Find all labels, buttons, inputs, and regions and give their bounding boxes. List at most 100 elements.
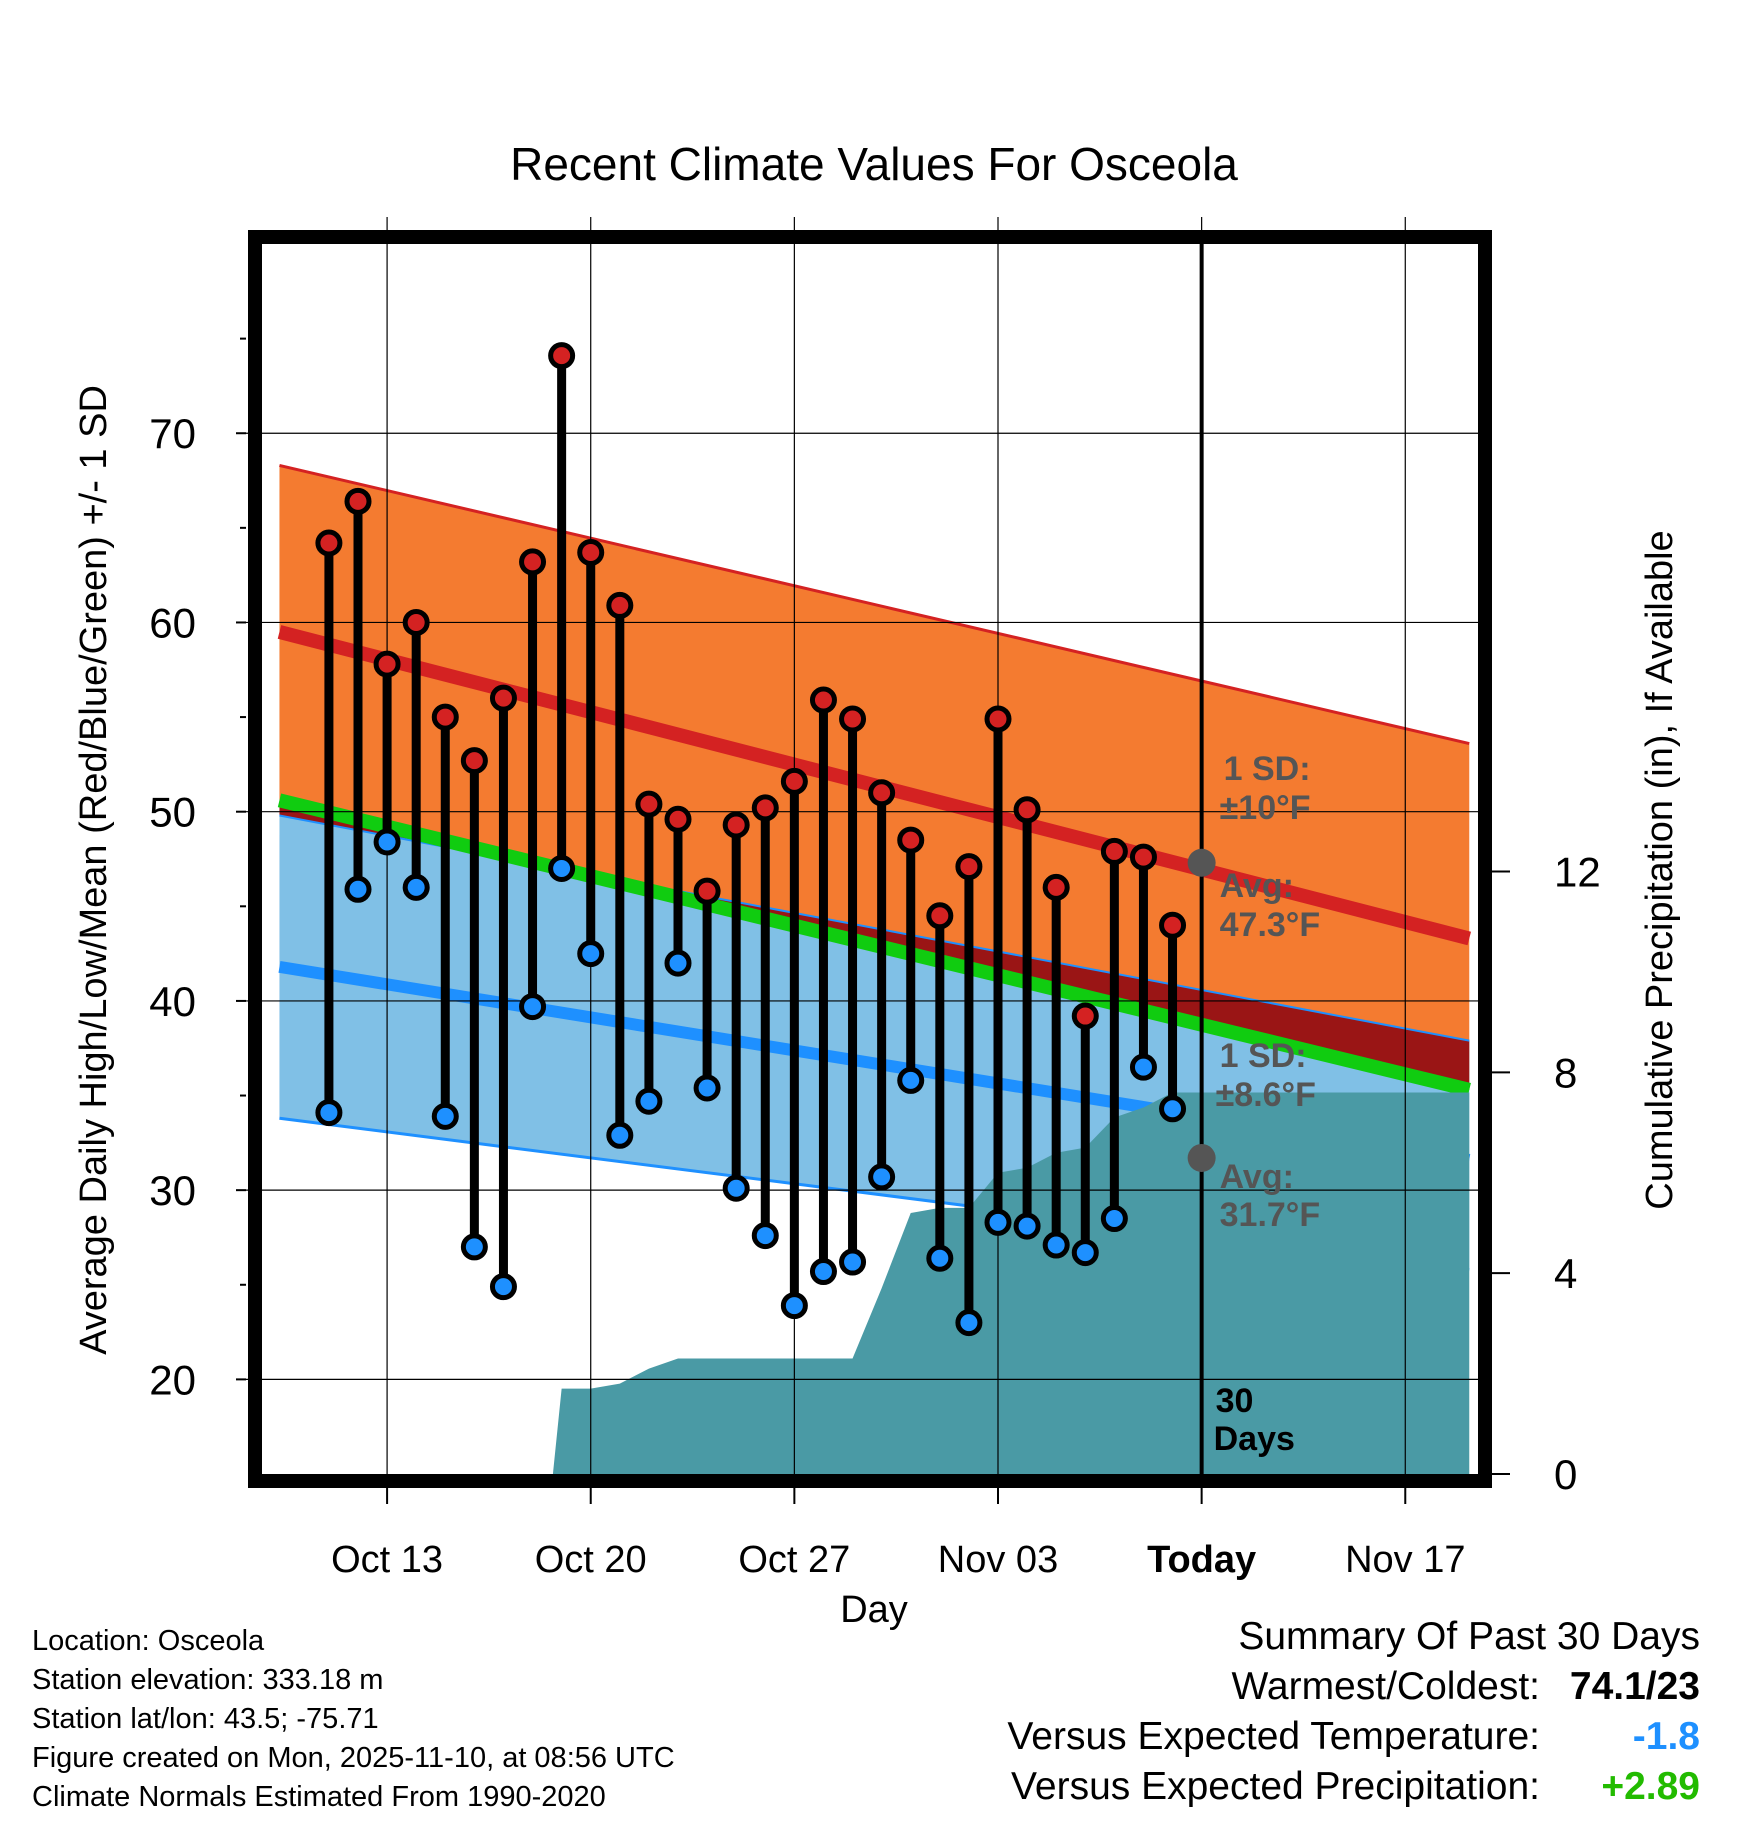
low-point	[839, 1248, 867, 1276]
low-point	[926, 1244, 954, 1272]
high-point	[1042, 873, 1070, 901]
high-point	[897, 826, 925, 854]
low-point	[1129, 1053, 1157, 1081]
low-sd-value: ±8.6°F	[1216, 1076, 1316, 1114]
low-point	[984, 1208, 1012, 1236]
low-point	[868, 1163, 896, 1191]
x-tick-label: Oct 20	[535, 1539, 647, 1581]
high-point	[722, 811, 750, 839]
low-point	[519, 993, 547, 1021]
low-point	[344, 875, 372, 903]
y2-axis-label: Cumulative Precipitation (in), If Availa…	[1639, 530, 1681, 1209]
high-point	[1159, 911, 1187, 939]
low-avg-value: 31.7°F	[1220, 1196, 1321, 1234]
high-point	[431, 703, 459, 731]
low-point	[722, 1174, 750, 1202]
plot-frame	[248, 230, 1492, 1488]
high-point	[868, 779, 896, 807]
y-tick-label: 30	[149, 1167, 196, 1214]
high-point	[984, 705, 1012, 733]
days-label-word: Days	[1214, 1420, 1295, 1458]
days-label-number: 30	[1216, 1382, 1254, 1420]
y-tick-label: 70	[149, 410, 196, 457]
high-point	[839, 705, 867, 733]
chart-title: Recent Climate Values For Osceola	[510, 138, 1238, 190]
x-axis-label: Day	[840, 1589, 908, 1631]
low-point	[955, 1309, 983, 1337]
high-point	[1100, 837, 1128, 865]
high-point	[315, 529, 343, 557]
location-text: Location: Osceola	[32, 1625, 265, 1657]
y2-tick-label: 12	[1554, 849, 1601, 896]
low-point	[606, 1121, 634, 1149]
low-point	[635, 1087, 663, 1115]
low-point	[1013, 1212, 1041, 1240]
high-point	[460, 747, 488, 775]
latlon-text: Station lat/lon: 43.5; -75.71	[32, 1703, 379, 1735]
x-tick-label: Oct 27	[738, 1539, 850, 1581]
high-point	[402, 608, 430, 636]
low-avg-marker	[1187, 1143, 1216, 1172]
low-point	[751, 1222, 779, 1250]
low-point	[489, 1273, 517, 1301]
low-point	[693, 1074, 721, 1102]
precip-label: Versus Expected Precipitation:	[1011, 1765, 1540, 1808]
low-avg-label: Avg:	[1220, 1158, 1294, 1196]
low-point	[780, 1292, 808, 1320]
summary-title: Summary Of Past 30 Days	[1238, 1615, 1700, 1658]
low-sd-label: 1 SD:	[1220, 1037, 1307, 1075]
created-text: Figure created on Mon, 2025-11-10, at 08…	[32, 1742, 675, 1774]
high-point	[1129, 843, 1157, 871]
high-point	[1013, 796, 1041, 824]
high-point	[751, 794, 779, 822]
high-point	[1071, 1002, 1099, 1030]
precip-area	[552, 1092, 1470, 1474]
high-sd-value: ±10°F	[1220, 789, 1311, 827]
x-tick-label: Nov 17	[1345, 1539, 1465, 1581]
low-point	[577, 940, 605, 968]
y2-tick-label: 4	[1554, 1250, 1577, 1297]
high-avg-label: Avg:	[1220, 867, 1294, 905]
x-tick-label: Today	[1147, 1539, 1256, 1581]
y-axis-label: Average Daily High/Low/Mean (Red/Blue/Gr…	[73, 385, 115, 1355]
normals-text: Climate Normals Estimated From 1990-2020	[32, 1781, 606, 1813]
summary-panel: Summary Of Past 30 Days Warmest/Coldest:…	[800, 1612, 1700, 1812]
high-point	[373, 650, 401, 678]
low-point	[402, 873, 430, 901]
high-point	[926, 902, 954, 930]
low-point	[548, 854, 576, 882]
high-point	[955, 853, 983, 881]
high-point	[635, 790, 663, 818]
y2-tick-label: 8	[1554, 1049, 1577, 1096]
elevation-text: Station elevation: 333.18 m	[32, 1664, 384, 1696]
warmest-value: 74.1/23	[1569, 1665, 1700, 1708]
warmest-label: Warmest/Coldest:	[1231, 1665, 1540, 1708]
low-point	[373, 828, 401, 856]
temp-value: -1.8	[1632, 1715, 1700, 1758]
high-upper-edge	[279, 463, 1470, 746]
high-point	[606, 591, 634, 619]
low-point	[897, 1066, 925, 1094]
low-point	[1159, 1095, 1187, 1123]
high-point	[693, 877, 721, 905]
temp-label: Versus Expected Temperature:	[1007, 1715, 1540, 1758]
x-tick-label: Oct 13	[331, 1539, 443, 1581]
y-tick-label: 20	[149, 1356, 196, 1403]
x-tick-label: Nov 03	[938, 1539, 1058, 1581]
high-avg-marker	[1187, 848, 1216, 877]
y-tick-label: 60	[149, 599, 196, 646]
low-point	[1100, 1205, 1128, 1233]
low-point	[809, 1258, 837, 1286]
y-tick-label: 50	[149, 789, 196, 836]
high-point	[489, 684, 517, 712]
y-tick-label: 40	[149, 978, 196, 1025]
station-info: Location: Osceola Station elevation: 333…	[32, 1622, 675, 1817]
high-point	[344, 487, 372, 515]
high-avg-value: 47.3°F	[1220, 906, 1321, 944]
y2-tick-label: 0	[1554, 1451, 1577, 1498]
high-point	[809, 686, 837, 714]
low-point	[1042, 1231, 1070, 1259]
precip-value: +2.89	[1601, 1765, 1700, 1808]
